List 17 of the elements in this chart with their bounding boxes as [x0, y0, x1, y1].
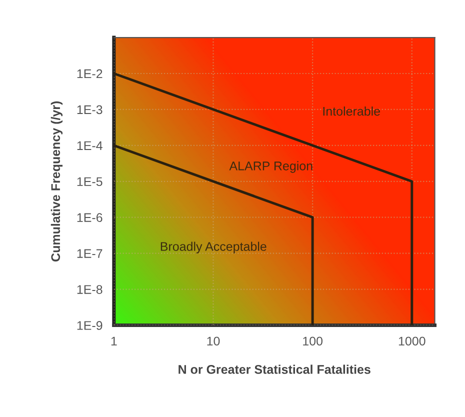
y-tick-label: 1E-5: [77, 177, 102, 186]
y-tick-label: 1E-4: [77, 141, 102, 150]
x-axis-title: N or Greater Statistical Fatalities: [178, 364, 370, 374]
x-tick-label: 1000: [398, 336, 426, 346]
y-tick-label: 1E-3: [77, 105, 102, 114]
y-tick-label: 1E-2: [77, 69, 102, 78]
y-tick-label: 1E-9: [77, 321, 102, 330]
x-tick-label: 1: [111, 336, 117, 346]
y-tick-label: 1E-7: [77, 249, 102, 258]
x-tick-label: 10: [207, 336, 220, 346]
annotation: ALARP Region: [229, 161, 312, 173]
annotation: Intolerable: [323, 106, 380, 116]
annotation: Broadly Acceptable: [160, 242, 266, 254]
x-tick-label: 100: [303, 336, 323, 346]
y-tick-label: 1E-8: [77, 285, 102, 294]
y-tick-label: 1E-6: [77, 213, 102, 222]
y-axis-title: Cumulative Frequency (/yr): [50, 101, 63, 262]
